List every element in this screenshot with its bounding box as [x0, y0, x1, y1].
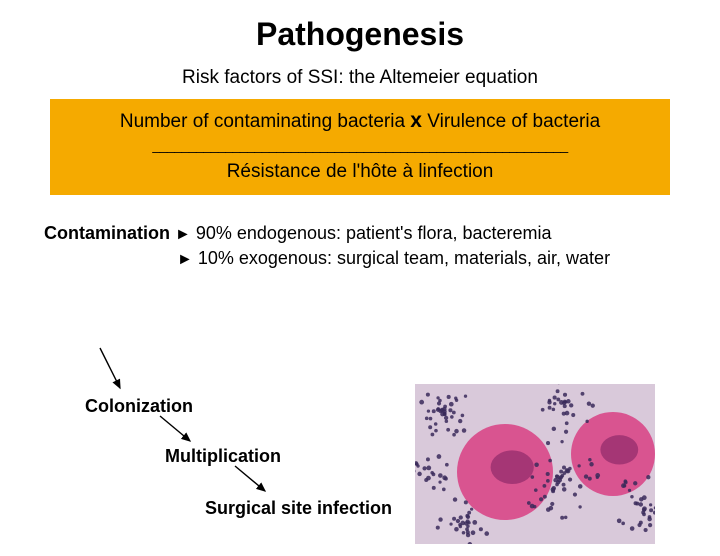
contamination-text1: 90% endogenous: patient's flora, bactere… [196, 223, 552, 243]
subtitle: Risk factors of SSI: the Altemeier equat… [0, 67, 720, 89]
step-multiplication: Multiplication [165, 446, 281, 467]
microscopy-svg [415, 384, 655, 544]
equation-divider: ________________________________________… [64, 141, 656, 149]
contamination-block: Contamination ► 90% endogenous: patient'… [44, 221, 720, 270]
triangle-marker-icon: ► [177, 251, 193, 268]
contamination-line2: ► 10% exogenous: surgical team, material… [44, 246, 720, 271]
equation-box: Number of contaminating bacteria x Virul… [50, 99, 670, 195]
eq-left: Number of contaminating bacteria [120, 111, 405, 132]
contamination-label: Contamination [44, 223, 170, 243]
step-ssi: Surgical site infection [205, 498, 392, 519]
equation-top: Number of contaminating bacteria x Virul… [64, 109, 656, 133]
eq-multiply: x [410, 109, 422, 132]
contamination-text2: 10% exogenous: surgical team, materials,… [198, 248, 610, 268]
equation-bottom: Résistance de l'hôte à linfection [64, 161, 656, 183]
microscopy-image [415, 384, 655, 544]
step-colonization: Colonization [85, 396, 193, 417]
triangle-marker-icon: ► [175, 226, 191, 243]
page-title: Pathogenesis [0, 16, 720, 53]
contamination-line1: Contamination ► 90% endogenous: patient'… [44, 221, 720, 246]
eq-right: Virulence of bacteria [427, 111, 600, 132]
